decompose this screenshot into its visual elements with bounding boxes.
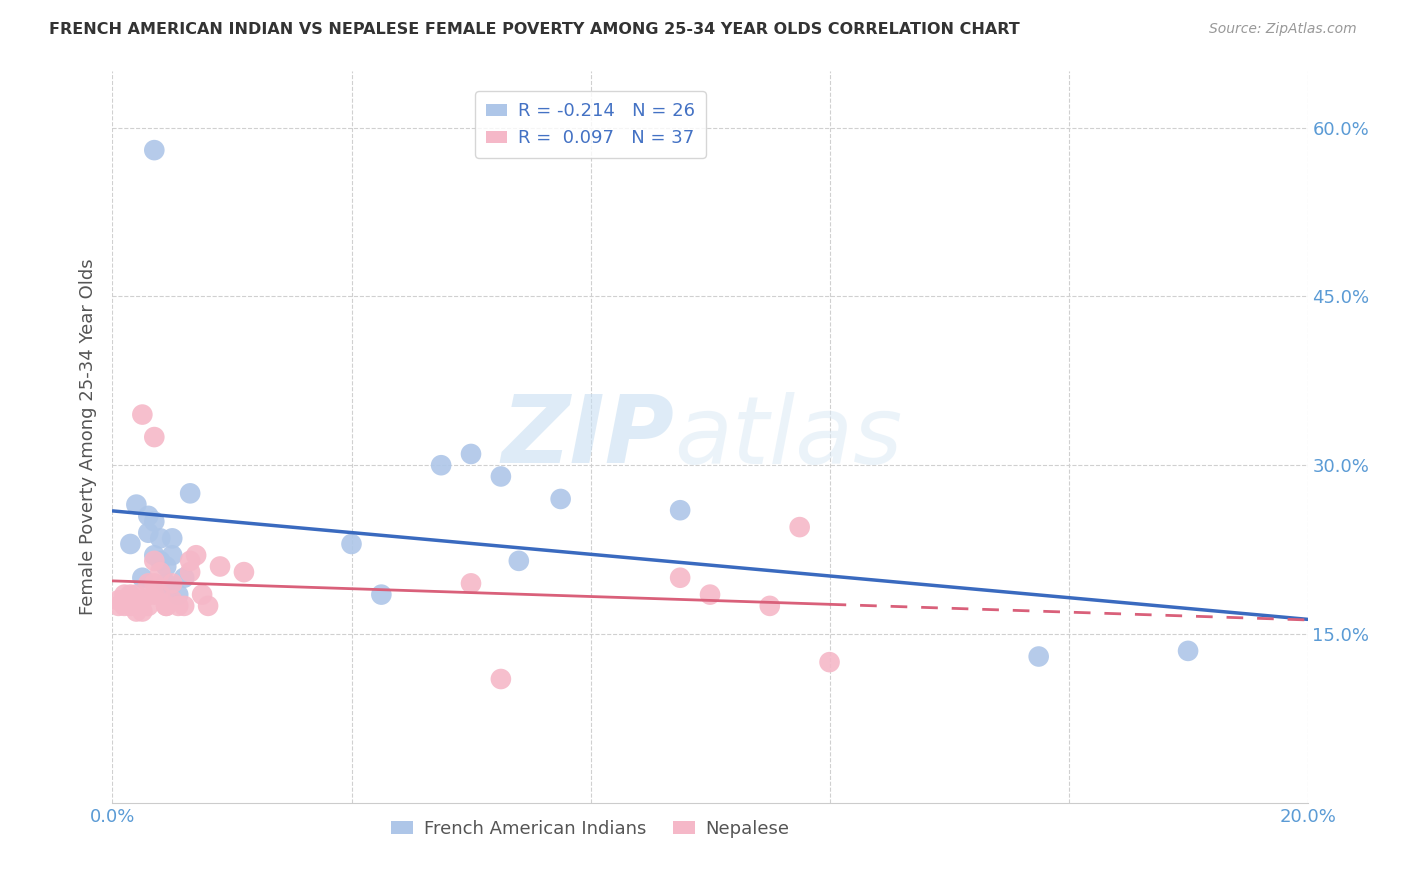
Point [155, 576, 177, 591]
Point [233, 565, 256, 579]
Point [179, 565, 201, 579]
Y-axis label: Female Poverty Among 25-34 Year Olds: Female Poverty Among 25-34 Year Olds [79, 259, 97, 615]
Point [370, 588, 392, 602]
Point [162, 576, 183, 591]
Point [138, 576, 160, 591]
Point [1177, 644, 1199, 658]
Point [143, 554, 166, 568]
Point [131, 593, 153, 607]
Point [162, 593, 183, 607]
Point [125, 605, 148, 619]
Point [138, 525, 160, 540]
Point [131, 408, 153, 422]
Point [430, 458, 453, 473]
Point [125, 588, 148, 602]
Legend: French American Indians, Nepalese: French American Indians, Nepalese [384, 813, 797, 845]
Point [173, 599, 195, 613]
Point [155, 599, 177, 613]
Point [489, 672, 512, 686]
Point [120, 599, 142, 613]
Text: ZIP: ZIP [502, 391, 675, 483]
Point [1028, 649, 1050, 664]
Point [699, 588, 721, 602]
Point [143, 548, 166, 562]
Point [149, 588, 172, 602]
Point [209, 559, 232, 574]
Point [508, 554, 530, 568]
Point [120, 588, 142, 602]
Point [131, 571, 153, 585]
Point [131, 605, 153, 619]
Point [173, 571, 195, 585]
Point [149, 565, 172, 579]
Point [191, 588, 214, 602]
Point [138, 508, 160, 523]
Point [143, 576, 166, 591]
Point [107, 599, 129, 613]
Point [186, 548, 208, 562]
Point [818, 655, 841, 669]
Point [550, 491, 572, 506]
Point [340, 537, 363, 551]
Text: FRENCH AMERICAN INDIAN VS NEPALESE FEMALE POVERTY AMONG 25-34 YEAR OLDS CORRELAT: FRENCH AMERICAN INDIAN VS NEPALESE FEMAL… [49, 22, 1019, 37]
Point [143, 430, 166, 444]
Point [114, 599, 135, 613]
Point [143, 515, 166, 529]
Point [149, 554, 172, 568]
Point [460, 447, 482, 461]
Point [120, 537, 142, 551]
Point [162, 532, 183, 546]
Text: atlas: atlas [675, 392, 903, 483]
Point [167, 599, 190, 613]
Point [155, 559, 177, 574]
Point [155, 599, 177, 613]
Point [143, 588, 166, 602]
Point [759, 599, 782, 613]
Point [179, 486, 201, 500]
Point [179, 554, 201, 568]
Point [460, 576, 482, 591]
Point [669, 503, 692, 517]
Point [107, 593, 129, 607]
Point [669, 571, 692, 585]
Point [149, 532, 172, 546]
Point [789, 520, 811, 534]
Point [197, 599, 219, 613]
Point [167, 588, 190, 602]
Point [489, 469, 512, 483]
Point [114, 588, 135, 602]
Point [125, 498, 148, 512]
Point [138, 599, 160, 613]
Point [143, 143, 166, 157]
Text: Source: ZipAtlas.com: Source: ZipAtlas.com [1209, 22, 1357, 37]
Point [162, 548, 183, 562]
